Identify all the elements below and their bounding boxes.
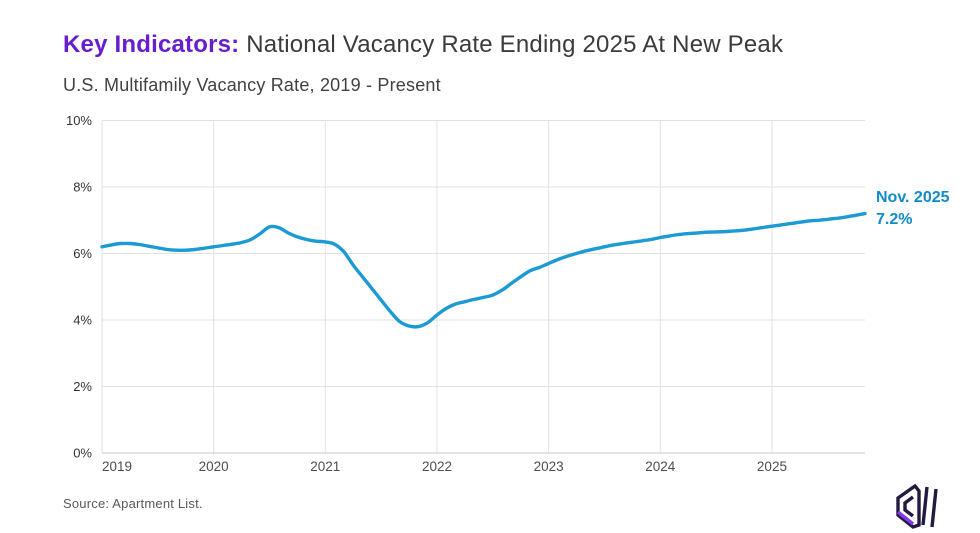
chart-subtitle: U.S. Multifamily Vacancy Rate, 2019 - Pr…: [63, 75, 441, 95]
page-title: Key Indicators: National Vacancy Rate En…: [63, 31, 783, 59]
y-axis-tick-label: 8%: [73, 180, 92, 195]
x-axis-tick-label: 2020: [199, 459, 229, 474]
y-axis-tick-label: 2%: [73, 379, 92, 394]
y-axis-tick-label: 6%: [73, 246, 92, 261]
x-axis-tick-label: 2019: [102, 459, 132, 474]
y-axis-tick-label: 4%: [73, 313, 92, 328]
x-axis-tick-label: 2024: [645, 459, 676, 474]
apartment-list-logo-icon: [888, 482, 946, 532]
source-note: Source: Apartment List.: [63, 496, 203, 511]
page-title-emphasis: Key Indicators:: [63, 31, 240, 58]
x-axis-tick-label: 2023: [534, 459, 564, 474]
x-axis-tick-label: 2021: [310, 459, 340, 474]
page-title-rest: National Vacancy Rate Ending 2025 At New…: [239, 31, 784, 58]
x-axis-tick-label: 2025: [757, 459, 787, 474]
annotation-value: 7.2%: [876, 211, 913, 228]
x-axis-tick-label: 2022: [422, 459, 452, 474]
annotation-date: Nov. 2025: [876, 189, 950, 206]
vacancy-rate-line: [100, 211, 867, 329]
latest-point-annotation: Nov. 2025 7.2%: [876, 187, 950, 231]
y-axis-tick-label: 10%: [66, 113, 92, 128]
y-axis-tick-label: 0%: [73, 446, 92, 461]
